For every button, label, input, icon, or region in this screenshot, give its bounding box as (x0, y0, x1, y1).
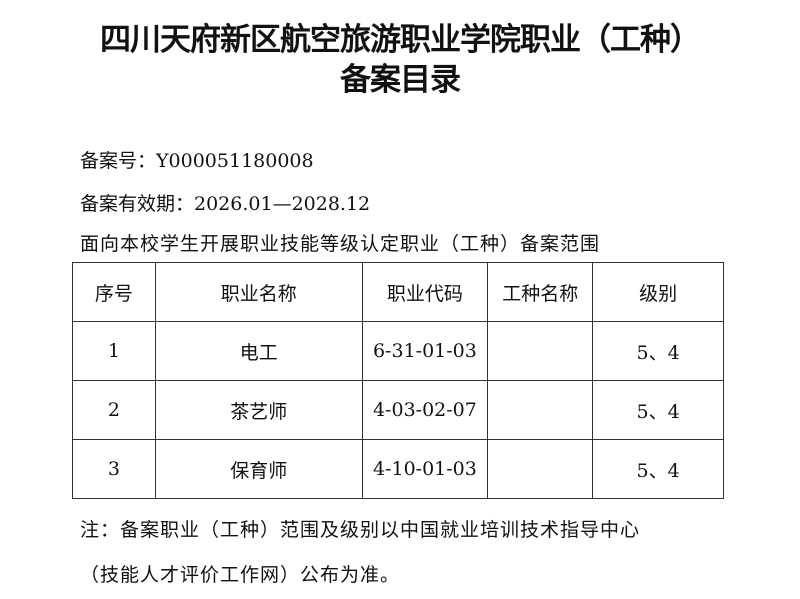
cell-occupation-name: 茶艺师 (154, 380, 363, 440)
scope-description: 面向本校学生开展职业技能等级认定职业（工种）备案范围 (80, 233, 601, 255)
header-job-type: 工种名称 (487, 262, 594, 322)
cell-level: 5、4 (592, 439, 724, 499)
cell-job-type (487, 321, 594, 381)
table-row: 1 电工 6-31-01-03 5、4 (72, 321, 724, 381)
table-header-row: 序号 职业名称 职业代码 工种名称 级别 (72, 262, 724, 322)
cell-occupation-name: 电工 (154, 321, 363, 381)
cell-occupation-code: 4-10-01-03 (361, 439, 489, 499)
note-line1: 注：备案职业（工种）范围及级别以中国就业培训技术指导中心 (80, 519, 641, 541)
cell-occupation-code: 4-03-02-07 (361, 380, 489, 440)
header-index: 序号 (72, 262, 156, 322)
cell-job-type (487, 439, 594, 499)
cell-job-type (487, 380, 594, 440)
table-row: 3 保育师 4-10-01-03 5、4 (72, 439, 724, 499)
validity-period: 备案有效期：2026.01—2028.12 (80, 193, 371, 215)
cell-index: 1 (72, 321, 156, 381)
note-line2: （技能人才评价工作网）公布为准。 (80, 564, 401, 586)
cell-level: 5、4 (592, 380, 724, 440)
document-title-line1: 四川天府新区航空旅游职业学院职业（工种） (100, 22, 701, 58)
cell-level: 5、4 (592, 321, 724, 381)
cell-occupation-code: 6-31-01-03 (361, 321, 489, 381)
header-occupation-name: 职业名称 (154, 262, 363, 322)
table-row: 2 茶艺师 4-03-02-07 5、4 (72, 380, 724, 440)
cell-index: 2 (72, 380, 156, 440)
filing-number: 备案号：Y000051180008 (80, 150, 314, 172)
document-title-line2: 备案目录 (340, 62, 461, 98)
cell-index: 3 (72, 439, 156, 499)
cell-occupation-name: 保育师 (154, 439, 363, 499)
occupation-table: 序号 职业名称 职业代码 工种名称 级别 1 电工 6-31-01-03 5、4… (72, 262, 724, 499)
header-occupation-code: 职业代码 (361, 262, 489, 322)
header-level: 级别 (592, 262, 724, 322)
